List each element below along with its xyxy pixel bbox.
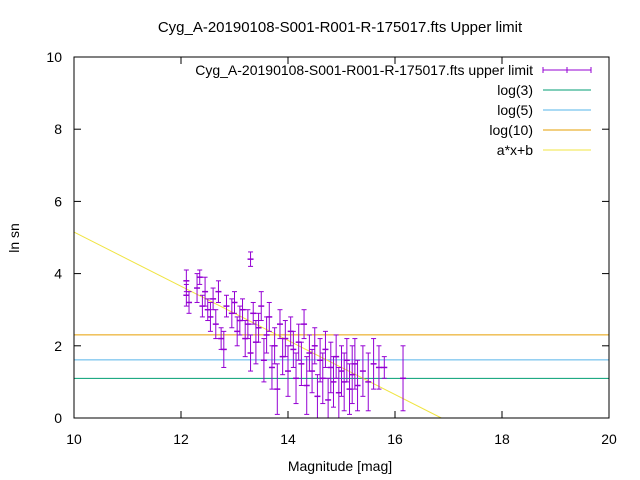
data-point: [354, 359, 361, 412]
legend: Cyg_A-20190108-S001-R001-R-175017.fts up…: [195, 62, 592, 158]
data-point: [247, 251, 254, 267]
data-point: [250, 301, 257, 325]
data-point: [231, 291, 238, 314]
data-point: [314, 374, 321, 419]
data-point: [202, 276, 209, 307]
plot-frame: [73, 56, 610, 419]
y-tick-label: 4: [54, 266, 62, 282]
data-point: [346, 363, 353, 415]
x-tick-label: 16: [387, 431, 403, 447]
x-tick-label: 20: [601, 431, 617, 447]
fit-layer: [73, 231, 442, 419]
data-point: [223, 294, 230, 318]
data-point: [311, 327, 318, 365]
data-point: [258, 291, 265, 322]
data-point: [325, 377, 332, 419]
data-point: [317, 338, 324, 383]
fit-line: [73, 231, 442, 419]
data-point: [239, 298, 246, 322]
data-point: [349, 345, 356, 405]
data-point: [268, 345, 275, 390]
data-point: [359, 345, 366, 397]
y-tick-label: 6: [54, 193, 62, 209]
data-point: [282, 320, 289, 358]
data-point: [365, 352, 372, 412]
x-tick-label: 18: [494, 431, 510, 447]
data-point: [303, 356, 310, 415]
data-point: [400, 345, 407, 412]
data-point: [186, 291, 193, 314]
y-axis: 0 2 4 6 8 10: [46, 49, 609, 426]
data-point: [271, 327, 278, 365]
data-point: [260, 338, 267, 383]
data-point: [276, 309, 283, 340]
data-point: [218, 327, 225, 350]
legend-label: Cyg_A-20190108-S001-R001-R-175017.fts up…: [195, 62, 533, 78]
data-point: [338, 345, 345, 397]
chart-title: Cyg_A-20190108-S001-R001-R-175017.fts Up…: [158, 19, 523, 36]
legend-label: a*x+b: [497, 142, 533, 158]
legend-label: log(5): [497, 102, 533, 118]
data-point: [327, 341, 334, 394]
x-tick-label: 14: [280, 431, 296, 447]
data-point: [234, 316, 241, 347]
y-tick-label: 2: [54, 338, 62, 354]
data-point: [333, 334, 340, 379]
x-tick-label: 12: [173, 431, 189, 447]
data-point: [301, 309, 308, 340]
data-point: [306, 334, 313, 372]
points-layer: [183, 251, 407, 419]
x-axis: 10 12 14 16 18 20: [66, 57, 617, 447]
data-point: [196, 269, 203, 285]
data-point: [322, 330, 329, 368]
data-point: [194, 273, 201, 303]
x-tick-label: 10: [66, 431, 82, 447]
y-tick-label: 10: [46, 49, 62, 65]
data-point: [212, 309, 219, 340]
data-point: [375, 345, 382, 390]
data-point: [319, 352, 326, 405]
data-point: [266, 301, 273, 332]
data-point: [244, 309, 251, 340]
data-point: [290, 330, 297, 368]
legend-label: log(10): [489, 122, 533, 138]
data-point: [335, 366, 342, 419]
data-point: [309, 348, 316, 394]
y-axis-label: ln sn: [6, 223, 22, 253]
data-point: [255, 312, 262, 343]
data-point: [343, 338, 350, 383]
data-point: [263, 316, 270, 354]
y-tick-label: 8: [54, 121, 62, 137]
data-point: [207, 301, 214, 332]
data-point: [370, 338, 377, 390]
data-point: [274, 363, 281, 415]
x-axis-label: Magnitude [mag]: [288, 458, 392, 474]
data-point: [381, 356, 388, 379]
data-point: [351, 338, 358, 390]
data-point: [247, 334, 254, 372]
data-point: [215, 280, 222, 303]
data-point: [298, 341, 305, 387]
data-point: [293, 352, 300, 405]
data-point: [210, 287, 217, 311]
data-point: [285, 345, 291, 397]
legend-label: log(3): [497, 82, 533, 98]
data-point: [220, 330, 227, 368]
y-tick-label: 0: [54, 410, 62, 426]
